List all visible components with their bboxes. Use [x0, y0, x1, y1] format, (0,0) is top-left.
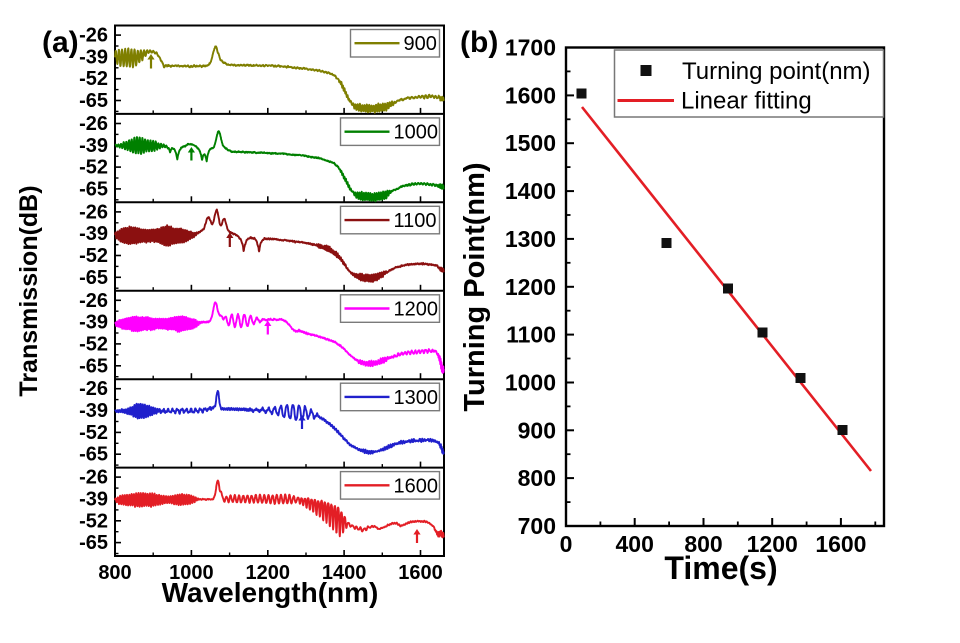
svg-text:1500: 1500	[505, 130, 556, 156]
svg-text:1100: 1100	[506, 322, 556, 348]
svg-text:-26: -26	[79, 201, 108, 223]
svg-text:800: 800	[518, 465, 556, 491]
svg-text:-52: -52	[79, 157, 108, 179]
svg-text:1600: 1600	[394, 475, 439, 497]
svg-text:900: 900	[518, 417, 556, 443]
svg-text:700: 700	[518, 513, 556, 539]
svg-text:-52: -52	[79, 245, 108, 267]
svg-text:(a): (a)	[42, 26, 79, 59]
svg-text:Turning Point(nm): Turning Point(nm)	[459, 162, 491, 411]
svg-text:-39: -39	[79, 223, 108, 245]
svg-text:800: 800	[684, 531, 722, 557]
svg-text:-52: -52	[79, 68, 108, 90]
svg-text:-39: -39	[79, 489, 108, 511]
svg-text:800: 800	[98, 562, 131, 584]
svg-text:-39: -39	[79, 400, 108, 422]
svg-text:-52: -52	[79, 333, 108, 355]
svg-text:-39: -39	[79, 46, 108, 68]
svg-text:-26: -26	[79, 25, 108, 47]
svg-text:-65: -65	[79, 267, 108, 289]
svg-text:-26: -26	[79, 290, 108, 312]
svg-text:Transmission(dB): Transmission(dB)	[15, 185, 43, 396]
svg-text:1600: 1600	[815, 531, 866, 557]
svg-text:-26: -26	[79, 113, 108, 135]
svg-text:1300: 1300	[394, 387, 439, 409]
svg-text:1100: 1100	[394, 210, 437, 232]
svg-text:Linear fitting: Linear fitting	[681, 88, 812, 115]
svg-text:0: 0	[560, 531, 573, 557]
svg-text:1600: 1600	[505, 82, 556, 108]
svg-text:-52: -52	[79, 422, 108, 444]
svg-text:1200: 1200	[747, 531, 798, 557]
svg-text:1700: 1700	[505, 35, 556, 61]
svg-text:1400: 1400	[322, 562, 367, 584]
svg-text:1300: 1300	[505, 226, 556, 252]
svg-text:1000: 1000	[169, 562, 214, 584]
svg-text:(b): (b)	[460, 26, 498, 59]
svg-text:1000: 1000	[505, 370, 556, 396]
svg-text:Wavelength(nm): Wavelength(nm)	[162, 577, 379, 608]
svg-text:Time(s): Time(s)	[664, 550, 777, 586]
svg-text:-65: -65	[79, 444, 108, 466]
svg-text:-65: -65	[79, 355, 108, 377]
svg-text:-26: -26	[79, 378, 108, 400]
svg-text:-52: -52	[79, 510, 108, 532]
svg-text:Turning point(nm): Turning point(nm)	[682, 58, 871, 85]
svg-text:-65: -65	[79, 532, 108, 554]
svg-text:1200: 1200	[394, 299, 439, 321]
svg-text:-26: -26	[79, 467, 108, 489]
svg-text:1600: 1600	[398, 562, 443, 584]
svg-text:1400: 1400	[505, 178, 556, 204]
svg-text:-65: -65	[79, 178, 108, 200]
svg-text:-65: -65	[79, 90, 108, 112]
svg-text:900: 900	[404, 33, 437, 55]
svg-text:-39: -39	[79, 312, 108, 334]
svg-text:-39: -39	[79, 135, 108, 157]
svg-text:400: 400	[616, 531, 654, 557]
svg-text:1200: 1200	[246, 562, 291, 584]
svg-text:1000: 1000	[394, 122, 439, 144]
svg-text:1200: 1200	[505, 274, 556, 300]
